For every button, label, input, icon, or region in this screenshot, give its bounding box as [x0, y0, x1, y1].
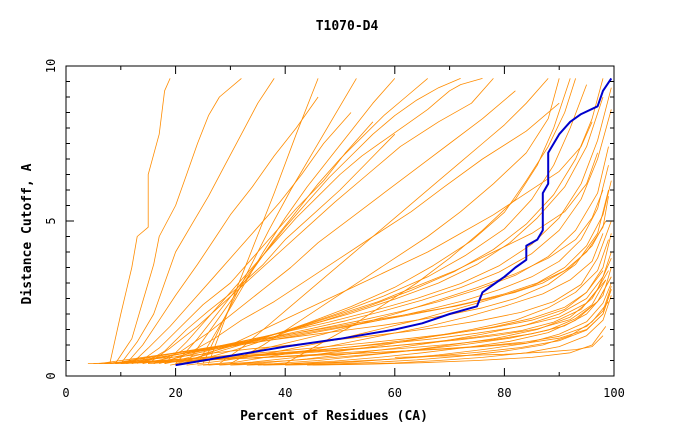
series-line-55	[285, 78, 571, 364]
series-line-47	[164, 78, 483, 364]
series-line-10	[159, 102, 560, 364]
x-axis-label: Percent of Residues (CA)	[240, 409, 428, 424]
series-line-9	[153, 90, 516, 364]
series-line-48	[175, 78, 461, 364]
series-line-45	[312, 326, 607, 366]
series-line-30	[153, 78, 604, 364]
y-axis-label: Distance Cutoff, A	[20, 163, 35, 304]
x-tick-label: 40	[278, 386, 292, 400]
series-line-22	[307, 295, 612, 366]
series-line-52	[208, 78, 319, 364]
y-tick-label: 10	[44, 59, 58, 73]
x-tick-label: 20	[168, 386, 182, 400]
x-tick-label: 60	[388, 386, 402, 400]
series-line-50	[197, 78, 396, 364]
series-line-highlight	[175, 77, 613, 367]
x-tick-label: 100	[603, 386, 625, 400]
series-line-49	[186, 78, 428, 364]
series-line-28	[131, 87, 612, 364]
series-line-3	[120, 78, 275, 364]
series-line-1	[109, 78, 171, 364]
x-tick-label: 0	[62, 386, 69, 400]
series-line-41	[104, 279, 607, 364]
series-layer	[87, 77, 613, 367]
series-line-6	[136, 121, 374, 364]
series-line-46	[394, 335, 604, 358]
series-line-54	[230, 78, 560, 364]
series-line-44	[257, 289, 612, 366]
series-line-5	[131, 112, 352, 364]
series-line-20	[263, 282, 612, 366]
y-tick-label: 5	[44, 217, 58, 224]
series-line-26	[120, 146, 609, 364]
x-tick-label: 80	[497, 386, 511, 400]
series-line-4	[125, 96, 319, 364]
chart-title: T1070-D4	[316, 19, 379, 34]
series-line-42	[148, 270, 604, 364]
series-line-31	[164, 84, 587, 364]
series-line-35	[109, 233, 612, 364]
series-line-15	[197, 233, 604, 366]
series-line-43	[202, 276, 612, 366]
series-line-34	[104, 220, 612, 364]
series-line-33	[98, 189, 609, 364]
ticks-layer: 0 20 40 60 80 100 0 5 10	[44, 59, 625, 400]
series-line-53	[219, 78, 549, 364]
series-line-29	[142, 96, 604, 364]
series-line-32	[175, 78, 576, 364]
series-line-7	[142, 133, 396, 364]
series-line-8	[147, 78, 494, 364]
y-tick-label: 0	[44, 372, 58, 379]
series-line-2	[114, 78, 242, 364]
